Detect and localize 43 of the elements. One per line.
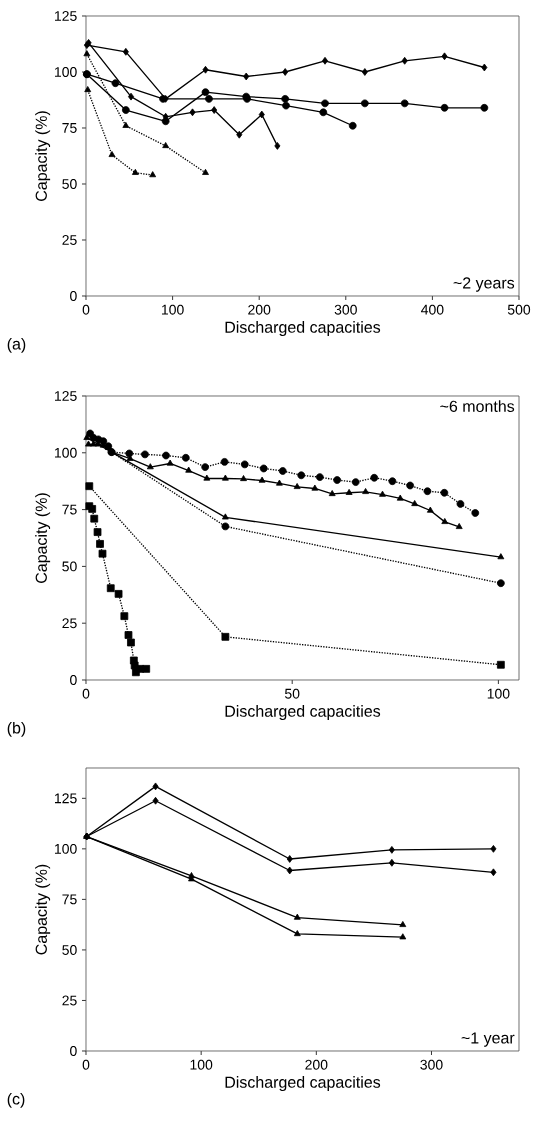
x-axis-title: Discharged capacities [225,321,381,337]
x-tick-label: 200 [305,1059,328,1070]
x-tick-label: 300 [420,1059,443,1070]
x-axis-title: Discharged capacities [225,705,381,721]
y-axis-title: Capacity (%) [35,111,51,201]
y-tick-label: 50 [62,561,77,572]
x-tick-label: 100 [487,688,510,699]
x-tick-label: 300 [334,304,357,315]
x-axis-title: Discharged capacities [225,1076,381,1092]
annotation: ~6 months [440,400,515,412]
x-tick-label: 0 [82,304,90,315]
y-tick-label: 100 [55,447,77,458]
x-tick-label: 500 [507,304,531,315]
x-tick-label: 50 [284,688,300,699]
y-tick-label: 0 [70,291,77,301]
annotation: ~2 years [453,277,515,292]
x-tick-label: 0 [82,688,90,699]
y-axis-title: Capacity (%) [35,864,51,955]
y-tick-label: 125 [55,11,77,21]
y-tick-label: 75 [62,123,77,133]
y-axis-title: Capacity (%) [35,493,51,583]
y-tick-label: 25 [62,235,77,245]
y-tick-label: 0 [70,675,77,685]
text: (c) [7,1092,25,1108]
y-tick-label: 125 [55,391,77,401]
y-tick-label: 75 [62,894,77,905]
y-tick-label: 50 [62,944,77,955]
x-tick-label: 100 [190,1059,213,1070]
y-tick-label: 100 [55,843,77,854]
y-tick-label: 0 [70,1046,77,1056]
text: (a) [7,337,26,353]
x-tick-label: 0 [82,1059,90,1070]
y-tick-label: 50 [62,179,77,189]
y-tick-label: 100 [55,67,77,77]
y-tick-label: 25 [62,618,77,629]
y-tick-label: 75 [62,504,77,515]
text: (b) [7,721,26,737]
x-tick-label: 200 [248,304,271,315]
y-tick-label: 25 [62,995,77,1006]
x-tick-label: 100 [161,304,184,315]
annotation: ~1 year [461,1032,515,1047]
y-tick-label: 125 [55,793,77,804]
x-tick-label: 400 [421,304,444,315]
